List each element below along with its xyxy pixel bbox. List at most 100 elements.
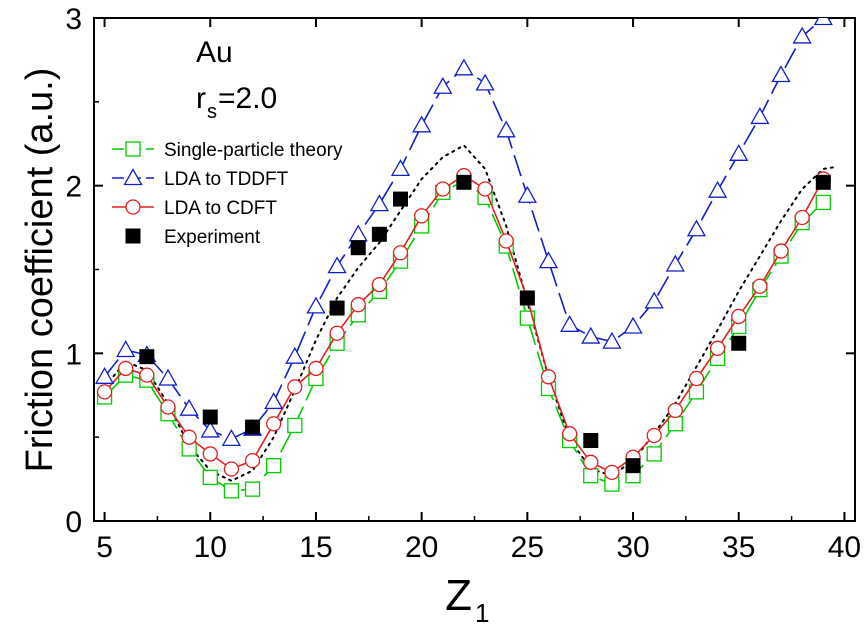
single-particle-theory-point (244, 481, 261, 497)
legend-marker-lda-to-tddft (123, 168, 143, 186)
y-tick-label: 0 (65, 506, 82, 539)
lda-to-tddft-point (644, 291, 664, 309)
lda-to-tddft-point (264, 392, 284, 410)
lda-to-tddft-point (306, 296, 326, 314)
lda-to-cdft-point (181, 429, 197, 445)
series-lda-to-tddft (94, 18, 833, 446)
lda-to-cdft-point (329, 325, 345, 341)
lda-to-tddft-point (750, 107, 770, 125)
legend-label-experiment: Experiment (164, 227, 261, 248)
legend-marker-single-particle-theory (125, 141, 141, 157)
rs-annotation-subscript: s (207, 101, 217, 123)
lda-to-cdft-point (96, 384, 113, 400)
series-experiment (139, 174, 831, 474)
lda-to-tddft-point (729, 143, 749, 161)
lda-to-tddft-point (116, 340, 136, 358)
single-particle-theory-point (287, 417, 303, 434)
single-particle-theory-point (583, 468, 599, 484)
x-tick-label: 35 (722, 531, 755, 564)
lda-to-cdft-point (773, 243, 789, 259)
lda-to-cdft-point (435, 181, 451, 197)
lda-to-cdft-point (709, 340, 726, 356)
lda-to-tddft-point (179, 398, 199, 416)
lda-to-tddft-point (623, 316, 643, 334)
single-particle-theory-point (815, 194, 831, 211)
legend-marker-lda-to-cdft (125, 199, 141, 215)
plot-frame (93, 17, 856, 522)
lda-to-tddft-point (496, 120, 516, 138)
y-tick-label: 1 (65, 338, 82, 371)
lda-to-cdft-point (392, 245, 409, 261)
experiment-point (245, 419, 261, 435)
series-dotted-reference (103, 144, 835, 482)
lda-to-cdft-point (561, 426, 578, 442)
single-particle-theory-point (202, 469, 218, 486)
lda-to-tddft-point (813, 18, 833, 26)
lda-to-cdft-point (646, 427, 662, 444)
experiment-point (393, 191, 409, 207)
x-axis-label: Z (445, 571, 472, 620)
lda-to-tddft-point (390, 159, 411, 177)
single-particle-theory-point (667, 416, 683, 432)
lda-to-tddft-point (665, 254, 685, 272)
lda-to-cdft-point (667, 402, 683, 418)
lda-to-cdft-point (371, 276, 388, 293)
lda-to-cdft-point (308, 360, 324, 377)
experiment-point (519, 290, 535, 306)
rs-annotation-value: =2.0 (218, 82, 277, 115)
legend-marker-experiment (125, 228, 141, 244)
lda-to-cdft-point (583, 454, 599, 470)
lda-to-tddft-point (771, 65, 791, 83)
lda-to-tddft-point (538, 251, 559, 269)
lda-to-cdft-point (160, 399, 176, 415)
lda-to-tddft-point (158, 368, 178, 386)
lda-to-tddft-point (581, 326, 601, 344)
material-annotation: Au (196, 36, 233, 69)
lda-to-tddft-point (348, 224, 368, 242)
lda-to-tddft-point (707, 180, 728, 198)
experiment-point (583, 433, 599, 449)
lda-to-cdft-point (604, 464, 620, 481)
experiment-point (625, 458, 641, 474)
y-tick-label: 3 (65, 3, 82, 36)
legend-item-single-particle-theory: Single-particle theory (112, 140, 343, 161)
lda-to-tddft-point (560, 315, 580, 332)
lda-to-cdft-point (223, 461, 240, 477)
legend-label-lda-to-cdft: LDA to CDFT (164, 198, 277, 219)
lda-to-tddft-point (94, 366, 115, 384)
series-lda-to-cdft (96, 167, 831, 481)
lda-to-tddft-point (412, 115, 432, 133)
single-particle-theory-point (519, 310, 535, 326)
legend-item-lda-to-cdft: LDA to CDFT (112, 198, 277, 219)
single-particle-theory-point (266, 458, 282, 474)
lda-to-cdft-point (287, 379, 303, 395)
lda-to-cdft-point (414, 208, 430, 224)
legend: Single-particle theory LDA to TDDFT LDA to… (112, 140, 343, 248)
lda-to-cdft-point (688, 370, 705, 387)
lda-to-tddft-point (200, 420, 220, 438)
lda-to-tddft-point (433, 76, 453, 94)
lda-to-tddft-point (475, 73, 495, 91)
experiment-point (371, 226, 387, 242)
single-particle-theory-point (223, 483, 240, 499)
experiment-point (202, 409, 218, 425)
lda-to-tddft-point (454, 58, 474, 76)
y-axis-label: Friction coefficient (a.u.) (19, 68, 61, 473)
experiment-point (731, 335, 747, 351)
lda-to-cdft-point (752, 278, 768, 294)
x-tick-label: 25 (511, 531, 544, 564)
lda-to-tddft-point (602, 331, 622, 349)
dotted-reference-line (103, 144, 835, 482)
x-tick-label: 5 (96, 531, 113, 564)
legend-label-single-particle-theory: Single-particle theory (164, 140, 343, 161)
lda-to-tddft-point (686, 219, 707, 237)
x-axis-label-subscript: 1 (475, 598, 489, 628)
y-tick-label: 2 (65, 171, 82, 204)
experiment-point (456, 174, 472, 190)
lda-to-cdft-point (266, 416, 282, 432)
lda-to-cdft-point (498, 233, 514, 249)
x-tick-label: 15 (299, 531, 332, 564)
lda-to-cdft-point (202, 446, 218, 462)
lda-to-cdft-point (244, 452, 261, 469)
